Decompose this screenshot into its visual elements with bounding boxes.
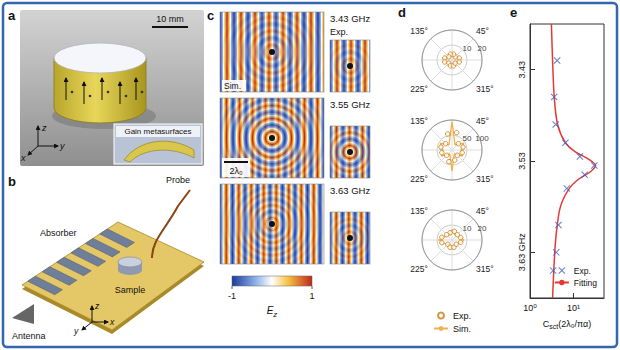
svg-text:Sim.: Sim. bbox=[453, 324, 471, 334]
svg-text:10: 10 bbox=[463, 44, 472, 53]
svg-text:2λ₀: 2λ₀ bbox=[229, 166, 243, 176]
svg-text:135°: 135° bbox=[410, 206, 428, 216]
svg-text:y: y bbox=[59, 141, 65, 151]
svg-text:Fitting: Fitting bbox=[574, 278, 597, 288]
svg-text:100: 100 bbox=[475, 134, 489, 143]
svg-text:20: 20 bbox=[478, 224, 487, 233]
svg-text:135°: 135° bbox=[410, 116, 428, 126]
svg-text:d: d bbox=[398, 5, 406, 20]
svg-text:50: 50 bbox=[463, 134, 472, 143]
svg-text:sct: sct bbox=[549, 323, 558, 330]
svg-text:c: c bbox=[207, 8, 214, 23]
svg-text:Ez: Ez bbox=[267, 305, 278, 319]
svg-text:10: 10 bbox=[463, 224, 472, 233]
svg-text:3.63 GHz: 3.63 GHz bbox=[517, 233, 527, 272]
svg-text:225°: 225° bbox=[410, 174, 428, 184]
svg-text:10¹: 10¹ bbox=[567, 303, 580, 313]
svg-text:Probe: Probe bbox=[166, 175, 190, 185]
svg-text:Sample: Sample bbox=[115, 285, 146, 295]
svg-text:45°: 45° bbox=[476, 116, 489, 126]
svg-text:10⁰: 10⁰ bbox=[523, 303, 537, 313]
svg-text:315°: 315° bbox=[476, 84, 494, 94]
svg-text:Exp.: Exp. bbox=[574, 266, 591, 276]
svg-text:x: x bbox=[20, 153, 26, 163]
svg-text:3.53: 3.53 bbox=[517, 152, 527, 170]
svg-text:e: e bbox=[510, 5, 517, 20]
svg-text:3.43: 3.43 bbox=[517, 61, 527, 79]
svg-text:Antenna: Antenna bbox=[12, 331, 46, 341]
svg-text:225°: 225° bbox=[410, 84, 428, 94]
svg-text:315°: 315° bbox=[476, 264, 494, 274]
svg-text:z: z bbox=[41, 123, 47, 133]
svg-text:x: x bbox=[109, 317, 115, 327]
svg-text:315°: 315° bbox=[476, 174, 494, 184]
svg-text:225°: 225° bbox=[410, 264, 428, 274]
svg-text:45°: 45° bbox=[476, 206, 489, 216]
svg-text:45°: 45° bbox=[476, 26, 489, 36]
svg-text:a: a bbox=[8, 8, 16, 23]
svg-text:Absorber: Absorber bbox=[40, 228, 77, 238]
svg-text:y: y bbox=[73, 326, 79, 336]
svg-text:b: b bbox=[8, 174, 16, 189]
svg-text:Sim.: Sim. bbox=[224, 81, 241, 91]
svg-text:C: C bbox=[542, 319, 550, 329]
svg-text:20: 20 bbox=[478, 44, 487, 53]
svg-text:1: 1 bbox=[309, 291, 314, 301]
svg-text:Exp.: Exp. bbox=[330, 27, 348, 37]
svg-text:3.55 GHz: 3.55 GHz bbox=[330, 99, 370, 110]
svg-text:Exp.: Exp. bbox=[453, 311, 471, 321]
svg-text:(2λ₀/πα): (2λ₀/πα) bbox=[558, 319, 591, 329]
svg-text:z: z bbox=[94, 301, 100, 311]
svg-text:3.43 GHz: 3.43 GHz bbox=[330, 13, 370, 24]
svg-text:-1: -1 bbox=[228, 291, 236, 301]
svg-text:135°: 135° bbox=[410, 26, 428, 36]
svg-text:Gain metasurfaces: Gain metasurfaces bbox=[124, 127, 191, 136]
svg-text:3.63 GHz: 3.63 GHz bbox=[330, 185, 370, 196]
svg-text:10 mm: 10 mm bbox=[156, 14, 184, 24]
